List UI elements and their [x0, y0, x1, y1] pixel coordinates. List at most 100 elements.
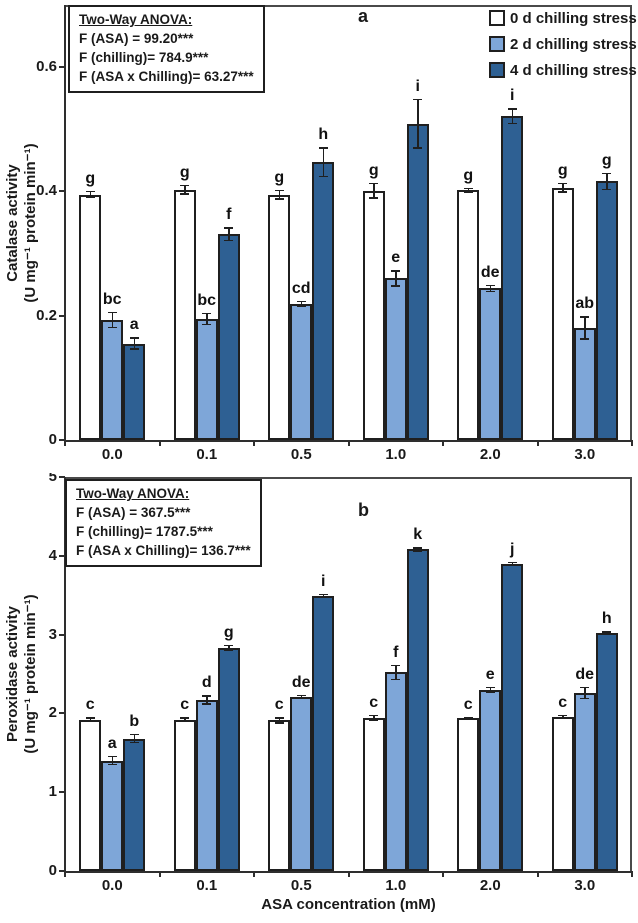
error-bar-line: [111, 311, 113, 329]
y-tick-label: 2: [48, 704, 57, 722]
error-bar-line: [395, 664, 397, 681]
x-axis-line: [64, 871, 632, 873]
error-bar-cap: [558, 717, 568, 719]
error-bar-cap: [580, 697, 590, 700]
bar: [362, 718, 385, 871]
bar: [217, 647, 240, 871]
y-axis-title-line2: (U mg⁻¹ protein min⁻¹): [22, 594, 39, 754]
error-bar-cap: [224, 239, 234, 242]
anova-title: Two-Way ANOVA:: [79, 12, 193, 27]
y-axis-line: [64, 477, 66, 872]
error-bar-cap: [202, 695, 212, 697]
plot-frame-right: [630, 477, 632, 871]
sig-letter: de: [291, 673, 311, 691]
bar: [595, 181, 618, 440]
error-bar-cap: [463, 718, 473, 720]
y-tick: [59, 633, 65, 636]
error-bar-cap: [369, 714, 379, 717]
sig-letter: h: [318, 126, 329, 144]
error-bar-line: [133, 733, 135, 744]
error-bar-cap: [485, 691, 495, 693]
error-bar-cap: [224, 649, 234, 652]
error-bar-line: [489, 284, 491, 293]
error-bar-line: [373, 714, 375, 722]
bar: [384, 278, 407, 440]
error-bar-line: [322, 147, 324, 178]
error-bar-cap: [129, 733, 139, 736]
bar: [406, 123, 429, 440]
x-axis-line: [64, 440, 632, 442]
error-bar-cap: [485, 284, 495, 287]
error-bar-cap: [85, 190, 95, 193]
x-tick-label: 1.0: [385, 877, 407, 894]
sig-letter: bc: [102, 290, 122, 308]
x-tick-label: 0.5: [290, 446, 312, 463]
sig-letter: bc: [197, 291, 217, 309]
bar: [551, 716, 574, 871]
anova-box: Two-Way ANOVA: F (ASA) = 99.20*** F (chill…: [68, 5, 265, 93]
legend: 0 d chilling stress 2 d chilling stress 4 …: [489, 5, 637, 83]
legend-item: 0 d chilling stress: [489, 5, 637, 31]
error-bar-cap: [129, 337, 139, 339]
x-tick: [631, 871, 633, 877]
error-bar-line: [228, 227, 230, 242]
error-bar-cap: [180, 184, 190, 187]
sig-letter: a: [129, 316, 139, 334]
sig-letter: g: [601, 151, 612, 169]
anova-line: F (ASA x Chilling)= 63.27***: [79, 69, 254, 84]
error-bar-line: [300, 694, 302, 699]
x-tick: [253, 871, 255, 877]
error-bar-cap: [602, 631, 612, 633]
error-bar-cap: [274, 189, 284, 192]
error-bar-line: [489, 686, 491, 693]
error-bar-cap: [296, 305, 306, 307]
y-tick-label: 0.4: [36, 182, 57, 200]
bar: [290, 696, 313, 871]
sig-letter: k: [413, 526, 423, 544]
x-tick-label: 2.0: [479, 446, 501, 463]
y-axis-line: [64, 5, 66, 441]
error-bar-line: [606, 172, 608, 191]
error-bar-cap: [580, 338, 590, 340]
bar: [101, 320, 124, 440]
x-tick: [158, 440, 161, 446]
error-bar-line: [322, 593, 324, 599]
y-tick-label: 0: [48, 431, 57, 448]
y-axis-title: Catalase activity (U mg⁻¹ protein min⁻¹): [4, 143, 40, 302]
error-bar-line: [206, 695, 208, 705]
panel-letter: b: [358, 500, 369, 520]
error-bar-cap: [296, 300, 306, 303]
error-bar-cap: [391, 285, 401, 287]
bar: [384, 672, 407, 871]
sig-letter: g: [463, 166, 474, 184]
error-bar-cap: [202, 323, 212, 326]
bar: [362, 190, 385, 440]
error-bar-cap: [391, 678, 401, 681]
bar: [551, 187, 574, 440]
sig-letter: g: [85, 169, 96, 187]
x-tick: [442, 440, 444, 446]
bar: [217, 234, 240, 440]
y-tick: [59, 870, 65, 872]
error-bar-line: [511, 561, 513, 566]
error-bar-line: [278, 717, 280, 724]
error-bar-cap: [485, 686, 495, 689]
y-tick: [59, 712, 65, 715]
error-bar-cap: [318, 175, 328, 178]
error-bar-cap: [202, 312, 212, 315]
anova-line: F (chilling)= 1787.5***: [76, 524, 213, 539]
sig-letter: de: [480, 263, 500, 281]
anova-box: Two-Way ANOVA: F (ASA) = 367.5*** F (chill…: [65, 479, 262, 567]
y-axis-title-line2: (U mg⁻¹ protein min⁻¹): [22, 142, 39, 303]
bar: [195, 318, 218, 440]
sig-letter: g: [179, 163, 190, 181]
error-bar-cap: [85, 720, 95, 723]
error-bar-cap: [274, 722, 284, 724]
error-bar-cap: [463, 191, 473, 193]
legend-label: 0 d chilling stress: [510, 9, 637, 27]
error-bar-cap: [369, 197, 379, 199]
sig-letter: c: [463, 695, 473, 713]
bar: [312, 595, 335, 871]
bar: [457, 190, 480, 440]
y-tick: [59, 791, 65, 794]
